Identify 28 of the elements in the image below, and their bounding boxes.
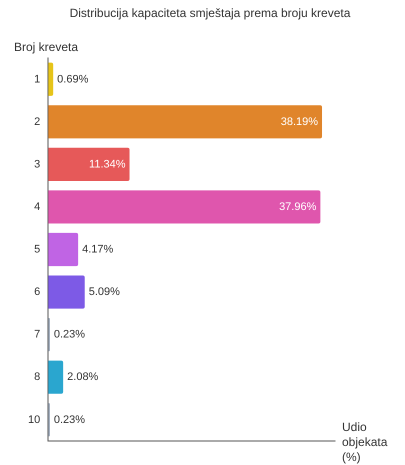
data-label: 37.96% [279, 200, 317, 213]
data-label: 4.17% [82, 244, 114, 256]
y-tick-label: 8 [34, 371, 40, 384]
y-tick-label: 5 [34, 244, 40, 256]
chart-title: Distribucija kapaciteta smještaja prema broju kreveta [68, 6, 352, 21]
bar [48, 148, 130, 181]
y-tick-label: 1 [34, 73, 40, 86]
data-label: 38.19% [280, 116, 318, 128]
y-tick-label: 6 [34, 286, 40, 298]
data-label: 0.23% [54, 328, 86, 341]
data-label: 5.09% [88, 286, 120, 298]
y-tick-label: 2 [34, 116, 40, 128]
y-tick-label: 10 [28, 414, 40, 426]
bar [48, 360, 64, 394]
bar [48, 232, 78, 266]
data-label: 0.23% [54, 414, 86, 426]
data-label: 11.34% [89, 158, 126, 170]
data-label: 0.69% [57, 73, 89, 86]
bar [48, 275, 85, 309]
bar [48, 105, 322, 138]
bar [48, 62, 54, 96]
data-label: 2.08% [67, 371, 99, 384]
x-axis-title: Udio objekata (%) [342, 420, 388, 465]
y-tick-label: 7 [34, 328, 40, 341]
bar [48, 190, 320, 224]
y-axis-title: Broj kreveta [14, 40, 78, 54]
y-tick-label: 4 [34, 200, 40, 213]
y-tick-label: 3 [34, 158, 40, 170]
